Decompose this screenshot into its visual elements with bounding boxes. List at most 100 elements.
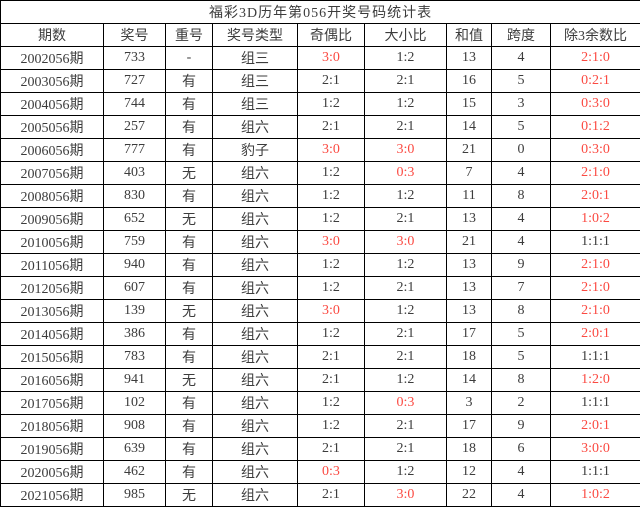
cell-period: 2018056期 xyxy=(0,414,104,438)
cell-repeat: 有 xyxy=(165,184,213,208)
cell-period: 2003056期 xyxy=(0,69,104,93)
cell-mod3: 1:1:1 xyxy=(549,391,640,415)
cell-span: 4 xyxy=(491,46,551,70)
cell-odd-even: 1:2 xyxy=(297,92,365,116)
column-header-number: 奖号 xyxy=(103,23,166,47)
cell-number: 607 xyxy=(103,276,166,300)
table-row: 2002056期 733- 组三 3:0 1:2 13 4 2:1:0 xyxy=(0,46,640,70)
cell-type: 组六 xyxy=(212,368,298,392)
cell-sum: 21 xyxy=(446,138,492,162)
table-row: 2014056期 386 有组六 1:2 2:1 17 5 2:0:1 xyxy=(0,322,640,346)
cell-type: 组六 xyxy=(212,414,298,438)
cell-period: 2010056期 xyxy=(0,230,104,254)
cell-repeat: 有 xyxy=(165,138,213,162)
cell-type: 组六 xyxy=(212,184,298,208)
cell-number: 940 xyxy=(103,253,166,277)
cell-sum: 7 xyxy=(446,161,492,185)
cell-repeat: 有 xyxy=(165,437,213,461)
cell-odd-even: 3:0 xyxy=(297,46,365,70)
cell-span: 5 xyxy=(491,115,551,139)
cell-repeat: 无 xyxy=(165,207,213,231)
column-header-odd-even: 奇偶比 xyxy=(297,23,365,47)
cell-period: 2009056期 xyxy=(0,207,104,231)
cell-period: 2013056期 xyxy=(0,299,104,323)
cell-odd-even: 2:1 xyxy=(297,69,365,93)
cell-number: 462 xyxy=(103,460,166,484)
cell-sum: 14 xyxy=(446,115,492,139)
cell-period: 2007056期 xyxy=(0,161,104,185)
cell-odd-even: 3:0 xyxy=(297,299,365,323)
cell-sum: 13 xyxy=(446,299,492,323)
cell-repeat: 无 xyxy=(165,483,213,507)
cell-big-small: 1:2 xyxy=(364,253,447,277)
cell-repeat: 有 xyxy=(165,69,213,93)
cell-repeat: 无 xyxy=(165,299,213,323)
cell-big-small: 0:3 xyxy=(364,391,447,415)
cell-mod3: 1:1:1 xyxy=(549,460,640,484)
cell-mod3: 2:1:0 xyxy=(549,276,640,300)
cell-sum: 12 xyxy=(446,460,492,484)
cell-big-small: 1:2 xyxy=(364,184,447,208)
cell-number: 777 xyxy=(103,138,166,162)
cell-span: 4 xyxy=(491,483,551,507)
cell-big-small: 2:1 xyxy=(364,414,447,438)
cell-mod3: 1:0:2 xyxy=(549,483,640,507)
cell-span: 4 xyxy=(491,460,551,484)
cell-mod3: 1:0:2 xyxy=(549,207,640,231)
cell-odd-even: 0:3 xyxy=(297,460,365,484)
cell-odd-even: 1:2 xyxy=(297,276,365,300)
cell-span: 5 xyxy=(491,322,551,346)
cell-span: 8 xyxy=(491,184,551,208)
cell-type: 组六 xyxy=(212,460,298,484)
cell-repeat: 无 xyxy=(165,161,213,185)
column-header-period: 期数 xyxy=(0,23,104,47)
table-row: 2003056期 727 有组三 2:1 2:1 16 5 0:2:1 xyxy=(0,69,640,93)
cell-span: 8 xyxy=(491,368,551,392)
cell-type: 组三 xyxy=(212,69,298,93)
cell-odd-even: 2:1 xyxy=(297,483,365,507)
cell-repeat: 有 xyxy=(165,322,213,346)
cell-big-small: 2:1 xyxy=(364,276,447,300)
cell-big-small: 2:1 xyxy=(364,69,447,93)
cell-odd-even: 1:2 xyxy=(297,253,365,277)
cell-type: 组三 xyxy=(212,92,298,116)
cell-number: 759 xyxy=(103,230,166,254)
table-row: 2020056期 462 有组六 0:3 1:2 12 4 1:1:1 xyxy=(0,460,640,484)
cell-type: 组六 xyxy=(212,276,298,300)
cell-type: 组六 xyxy=(212,207,298,231)
cell-mod3: 1:2:0 xyxy=(549,368,640,392)
cell-type: 组三 xyxy=(212,46,298,70)
cell-big-small: 1:2 xyxy=(364,46,447,70)
cell-period: 2016056期 xyxy=(0,368,104,392)
cell-span: 7 xyxy=(491,276,551,300)
cell-big-small: 0:3 xyxy=(364,161,447,185)
cell-repeat: 有 xyxy=(165,276,213,300)
cell-number: 639 xyxy=(103,437,166,461)
cell-odd-even: 3:0 xyxy=(297,230,365,254)
cell-type: 豹子 xyxy=(212,138,298,162)
cell-mod3: 0:3:0 xyxy=(549,138,640,162)
cell-mod3: 2:1:0 xyxy=(549,161,640,185)
cell-type: 组六 xyxy=(212,299,298,323)
cell-type: 组六 xyxy=(212,115,298,139)
cell-sum: 16 xyxy=(446,69,492,93)
cell-mod3: 2:0:1 xyxy=(549,322,640,346)
cell-sum: 14 xyxy=(446,368,492,392)
table-row: 2011056期 940 有组六 1:2 1:2 13 9 2:1:0 xyxy=(0,253,640,277)
cell-sum: 13 xyxy=(446,276,492,300)
cell-mod3: 2:0:1 xyxy=(549,184,640,208)
cell-number: 652 xyxy=(103,207,166,231)
cell-odd-even: 1:2 xyxy=(297,322,365,346)
cell-period: 2005056期 xyxy=(0,115,104,139)
cell-sum: 18 xyxy=(446,345,492,369)
table-row: 2008056期 830 有组六 1:2 1:2 11 8 2:0:1 xyxy=(0,184,640,208)
cell-odd-even: 2:1 xyxy=(297,368,365,392)
cell-period: 2002056期 xyxy=(0,46,104,70)
cell-sum: 13 xyxy=(446,207,492,231)
cell-span: 2 xyxy=(491,391,551,415)
table-row: 2004056期 744 有组三 1:2 1:2 15 3 0:3:0 xyxy=(0,92,640,116)
cell-span: 9 xyxy=(491,414,551,438)
table-row: 2017056期 102 有组六 1:2 0:3 3 2 1:1:1 xyxy=(0,391,640,415)
cell-repeat: 有 xyxy=(165,230,213,254)
cell-mod3: 3:0:0 xyxy=(549,437,640,461)
